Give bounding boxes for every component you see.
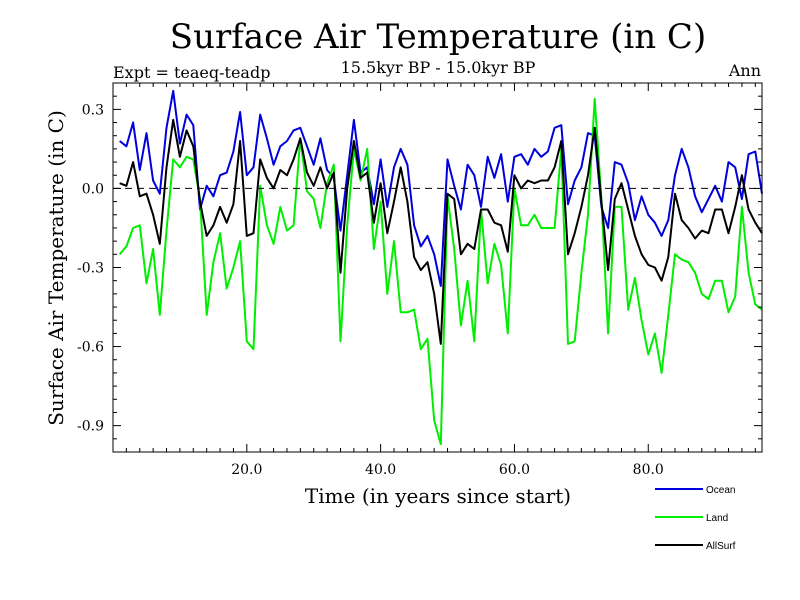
x-tick-label: 20.0 <box>231 462 262 478</box>
experiment-label: Expt = teaeq-teadp <box>113 63 270 82</box>
series-line-allsurf <box>119 118 763 345</box>
x-tick-label: 40.0 <box>365 462 396 478</box>
y-tick-label: -0.6 <box>77 340 104 356</box>
axes-layer: 20.0 40.0 60.0 80.0 0.3 0.0 -0.3 -0.6 -0.9 <box>77 82 763 478</box>
period-label: Ann <box>728 61 761 80</box>
y-tick-label: -0.9 <box>77 419 104 435</box>
y-tick-label: -0.3 <box>77 261 104 277</box>
x-tick-label: 60.0 <box>499 462 530 478</box>
chart-title: Surface Air Temperature (in C) <box>170 17 706 57</box>
y-tick-label: 0.3 <box>82 102 104 118</box>
legend: Ocean Land AllSurf <box>655 485 736 552</box>
series-line-ocean <box>119 89 763 287</box>
legend-label-allsurf: AllSurf <box>706 541 736 552</box>
chart-subtitle: 15.5kyr BP - 15.0kyr BP <box>341 58 536 77</box>
legend-label-land: Land <box>706 513 728 524</box>
y-axis-label: Surface Air Temperature (in C) <box>44 110 68 426</box>
series-layer <box>118 89 763 446</box>
series-line-land <box>118 97 763 446</box>
legend-label-ocean: Ocean <box>706 485 735 496</box>
x-tick-label: 80.0 <box>633 462 664 478</box>
x-axis-label: Time (in years since start) <box>305 484 571 508</box>
y-tick-label: 0.0 <box>82 181 104 197</box>
